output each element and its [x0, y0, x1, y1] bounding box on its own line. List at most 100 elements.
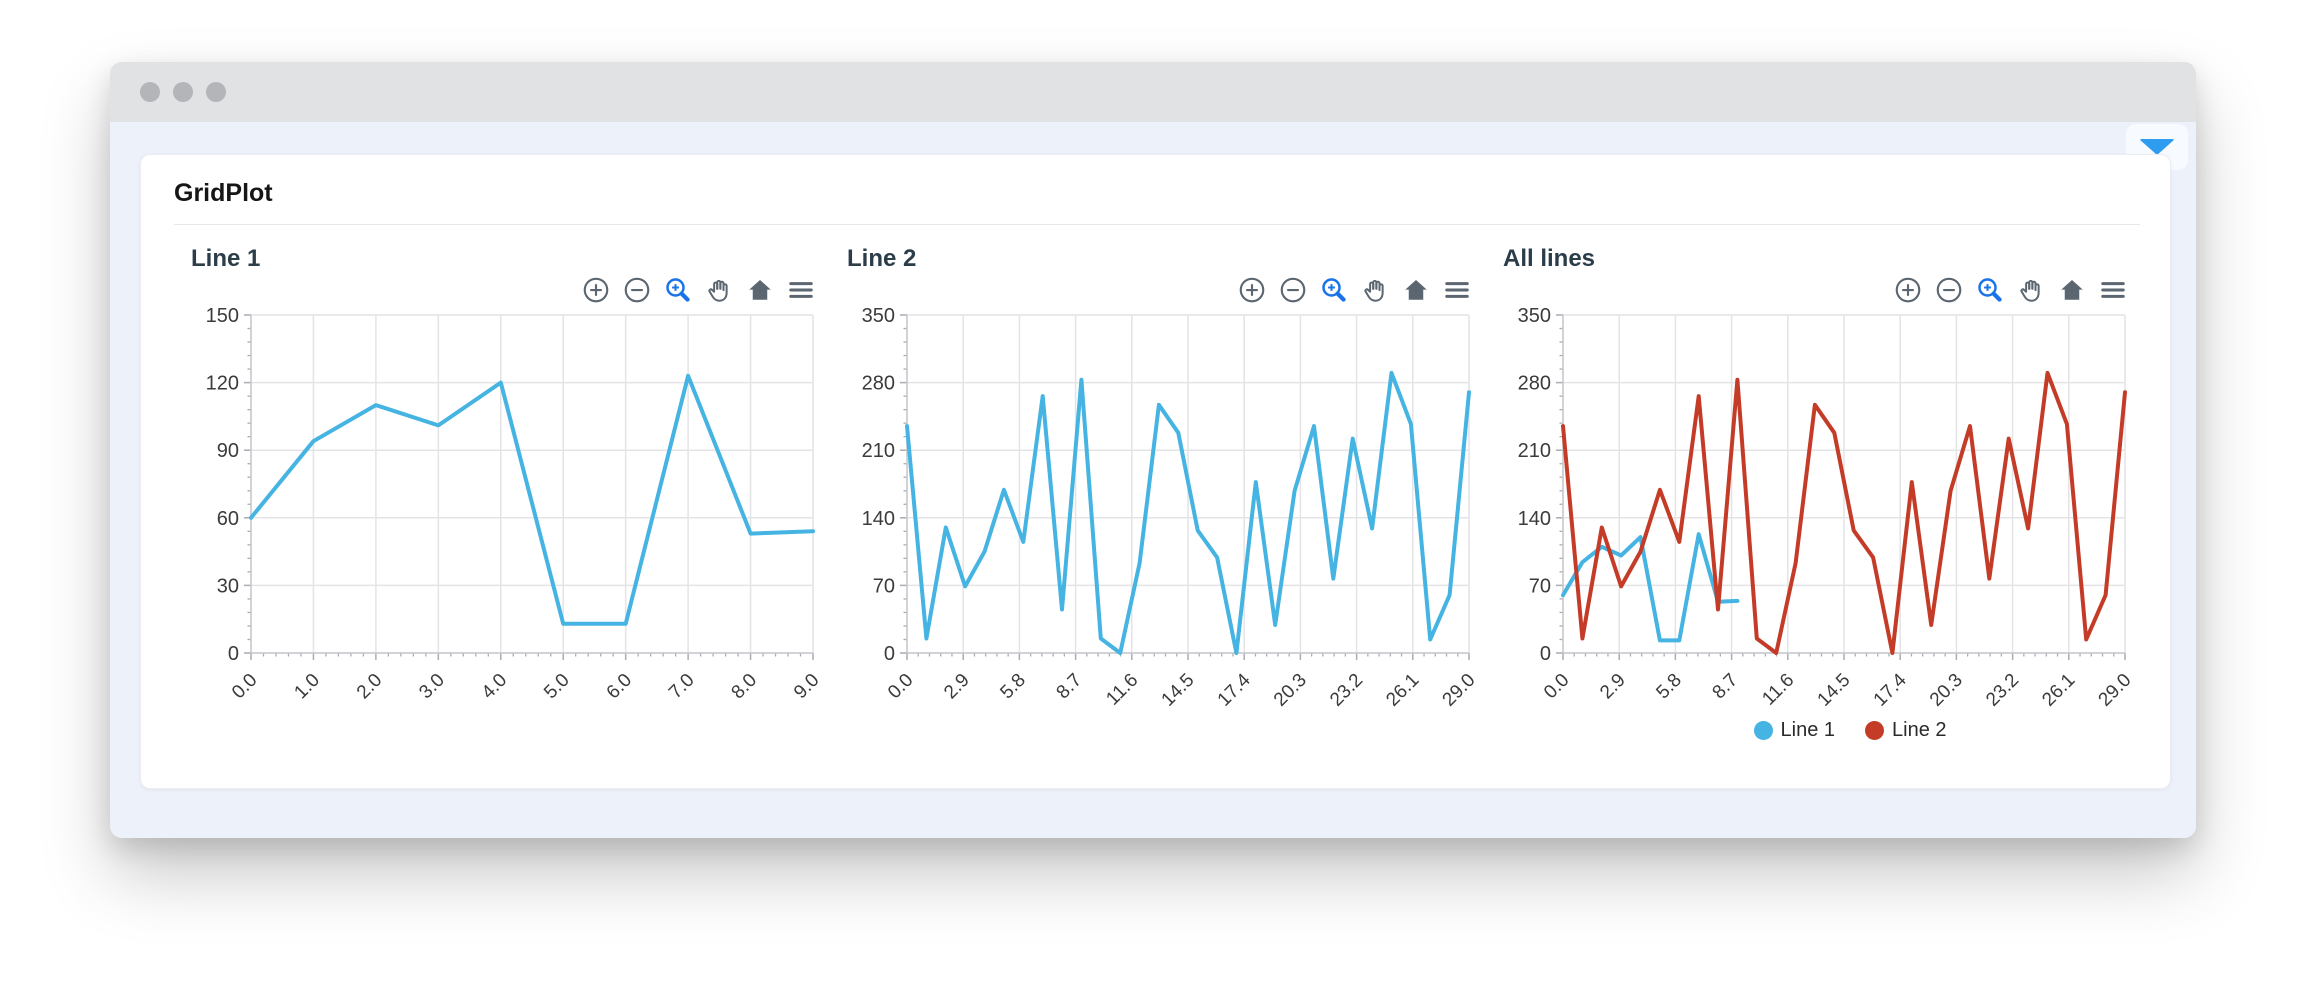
svg-text:29.0: 29.0 [2095, 670, 2131, 711]
svg-text:5.8: 5.8 [1652, 670, 1686, 704]
pan-button[interactable] [1360, 275, 1390, 305]
plot-toolbar [581, 275, 816, 305]
svg-text:6.0: 6.0 [603, 670, 637, 704]
pan-button[interactable] [2016, 275, 2046, 305]
svg-text:0: 0 [1540, 643, 1551, 665]
svg-text:0.0: 0.0 [228, 670, 262, 704]
plot-canvas-all-lines[interactable]: 0 70 140 210 280 350 0.0 2.9 5.8 8.7 11.6 14.5 17.4 2… [1486, 305, 2131, 717]
svg-text:26.1: 26.1 [2038, 670, 2079, 711]
gridplot-card: GridPlot Line 1 0 30 60 90 120 150 0.0 1.0 2.0 3.… [140, 154, 2171, 789]
plot-canvas-line-1[interactable]: 0 30 60 90 120 150 0.0 1.0 2.0 3.0 4.0 5.0 6.0 7.0 8.0… [174, 305, 819, 717]
svg-text:5.0: 5.0 [540, 670, 574, 704]
box-zoom-button[interactable] [1975, 275, 2005, 305]
zoom-out-icon [1936, 277, 1962, 303]
reset-button[interactable] [2057, 275, 2087, 305]
svg-text:11.6: 11.6 [1758, 670, 1798, 710]
chart-title-line-2: Line 2 [847, 245, 917, 272]
svg-text:20.3: 20.3 [1926, 670, 1967, 711]
svg-text:8.7: 8.7 [1053, 670, 1087, 704]
svg-text:2.9: 2.9 [1596, 670, 1630, 704]
series-line-2 [1561, 370, 2127, 655]
traffic-light-close-button[interactable] [140, 82, 160, 102]
reset-button[interactable] [745, 275, 775, 305]
svg-text:2.0: 2.0 [353, 670, 387, 704]
svg-text:14.5: 14.5 [1814, 670, 1855, 711]
plot-canvas-line-2[interactable]: 0 70 140 210 280 350 0.0 2.9 5.8 8.7 11.6 14.5 17.4 2… [830, 305, 1475, 717]
plot-wrap-line-2: 0 70 140 210 280 350 0.0 2.9 5.8 8.7 11.6 14.5 17.4 2… [830, 275, 1486, 717]
svg-text:5.8: 5.8 [996, 670, 1030, 704]
pan-icon [1364, 279, 1384, 302]
svg-text:17.4: 17.4 [1214, 669, 1255, 710]
pan-icon [2020, 279, 2040, 302]
svg-text:0: 0 [884, 643, 895, 665]
legend-label: Line 2 [1892, 719, 1947, 741]
plot-wrap-line-1: 0 30 60 90 120 150 0.0 1.0 2.0 3.0 4.0 5.0 6.0 7.0 8.0… [174, 275, 830, 717]
svg-text:17.4: 17.4 [1870, 669, 1911, 710]
window-titlebar [110, 62, 2196, 122]
svg-text:70: 70 [873, 575, 895, 597]
menu-button[interactable] [1442, 275, 1472, 305]
header-divider [174, 224, 2140, 225]
zoom-out-button[interactable] [1934, 275, 1964, 305]
chart-block-line-1: Line 1 0 30 60 90 120 150 0.0 1.0 2.0 3.0 4.0 5.0 6.… [174, 239, 830, 742]
legend: Line 1 Line 2 [1486, 719, 2142, 742]
reset-icon [2061, 280, 2083, 300]
reset-icon [749, 280, 771, 300]
page-title: GridPlot [174, 179, 273, 207]
legend-item-line-2: Line 2 [1865, 719, 1947, 742]
svg-text:150: 150 [206, 305, 239, 327]
svg-text:3.0: 3.0 [415, 670, 449, 704]
series-line-1 [249, 373, 815, 626]
zoom-in-icon [1239, 277, 1265, 303]
chart-block-line-2: Line 2 0 70 140 210 280 350 0.0 2.9 5.8 8.7 11.6 14… [830, 239, 1486, 742]
traffic-light-zoom-button[interactable] [206, 82, 226, 102]
svg-text:60: 60 [217, 508, 239, 530]
menu-button[interactable] [2098, 275, 2128, 305]
chevron-down-icon [2139, 139, 2175, 155]
box-zoom-button[interactable] [1319, 275, 1349, 305]
box-zoom-button[interactable] [663, 275, 693, 305]
series-line-2 [905, 370, 1471, 655]
svg-text:30: 30 [217, 575, 239, 597]
plot-toolbar [1237, 275, 1472, 305]
svg-text:280: 280 [1518, 373, 1551, 395]
legend-swatch [1865, 721, 1884, 740]
svg-text:7.0: 7.0 [665, 670, 699, 704]
legend-swatch [1753, 721, 1773, 740]
plot-toolbar [1893, 275, 2128, 305]
reset-icon [1405, 280, 1427, 300]
zoom-in-button[interactable] [581, 275, 611, 305]
menu-icon [789, 282, 813, 298]
zoom-out-button[interactable] [622, 275, 652, 305]
svg-text:210: 210 [1518, 440, 1551, 462]
zoom-out-button[interactable] [1278, 275, 1308, 305]
reset-button[interactable] [1401, 275, 1431, 305]
svg-text:29.0: 29.0 [1439, 670, 1475, 711]
zoom-out-icon [1280, 277, 1306, 303]
zoom-in-button[interactable] [1237, 275, 1267, 305]
traffic-light-minimize-button[interactable] [173, 82, 193, 102]
svg-text:120: 120 [206, 373, 239, 395]
svg-text:140: 140 [862, 508, 895, 530]
zoom-in-button[interactable] [1893, 275, 1923, 305]
svg-text:90: 90 [217, 440, 239, 462]
zoom-in-icon [583, 277, 609, 303]
svg-text:23.2: 23.2 [1982, 670, 2023, 711]
pan-button[interactable] [704, 275, 734, 305]
svg-text:4.0: 4.0 [478, 670, 512, 704]
menu-icon [1445, 282, 1469, 298]
svg-text:14.5: 14.5 [1158, 670, 1199, 711]
svg-text:23.2: 23.2 [1326, 670, 1367, 711]
window-body: GridPlot Line 1 0 30 60 90 120 150 0.0 1.0 2.0 3.… [110, 122, 2196, 838]
svg-text:70: 70 [1529, 575, 1551, 597]
chart-title-all-lines: All lines [1503, 245, 1596, 272]
svg-text:0.0: 0.0 [884, 670, 918, 704]
series-line-1 [1561, 532, 1740, 643]
svg-text:350: 350 [862, 305, 895, 327]
charts-row: Line 1 0 30 60 90 120 150 0.0 1.0 2.0 3.0 4.0 5.0 6.… [141, 225, 2170, 742]
chart-title-line-1: Line 1 [191, 245, 261, 272]
svg-text:9.0: 9.0 [790, 670, 819, 704]
menu-button[interactable] [786, 275, 816, 305]
svg-text:140: 140 [1518, 508, 1551, 530]
